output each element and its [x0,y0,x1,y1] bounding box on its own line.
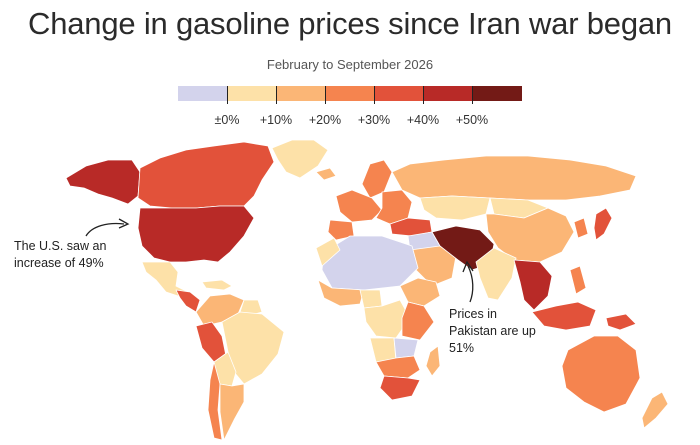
legend-tick-label: +50% [455,113,489,127]
region-korea [573,217,589,239]
annotation-us: The U.S. saw an increase of 49% [14,239,107,270]
legend-swatch-10-20 [276,86,326,101]
legend-tick-label: +40% [406,113,440,127]
region-southeast-asia [513,259,553,311]
region-greenland [271,139,329,179]
legend-swatch-20-30 [325,86,375,101]
legend-tick-label: +10% [259,113,293,127]
annotation-pakistan: Prices in Pakistan are up 51% [449,307,536,355]
region-philippines [569,265,587,295]
region-japan [593,207,613,241]
legend-tick [374,86,375,104]
region-russia [391,155,637,201]
region-zambia [393,337,419,359]
region-usa [137,205,255,263]
region-kazakhstan [419,195,491,221]
region-central-america [175,289,201,313]
chart-subtitle: February to September 2026 [266,57,434,72]
region-peru [195,321,227,363]
region-west-africa [317,279,365,307]
region-argentina [219,383,245,441]
region-new-zealand [641,391,669,429]
region-north-africa [321,235,419,291]
annotation-arrow-pakistan [467,265,474,303]
legend-swatch-40-50 [423,86,473,101]
region-nigeria [359,289,383,309]
legend-tick [423,86,424,104]
legend-tick-label: +20% [308,113,342,127]
region-ethiopia [399,277,441,307]
region-south-africa [379,375,421,401]
legend-swatch-50-plus [472,86,522,101]
chart-title: Change in gasoline prices since Iran war… [28,6,672,41]
legend-tick-label: ±0% [214,113,240,127]
region-australia [561,335,641,413]
region-papua-new-guinea [605,313,637,331]
legend-tick-label: +30% [357,113,391,127]
region-kenya-tanzania [401,301,435,341]
region-india [475,247,517,301]
legend-tick [227,86,228,104]
region-canada [137,141,275,209]
annotation-arrowhead-pakistan [462,260,474,273]
annotation-arrow-us [85,222,125,237]
legend-tick [276,86,277,104]
region-indonesia [531,301,597,331]
region-iberia [327,219,355,241]
region-china [485,207,575,263]
legend-color-bar [178,86,522,101]
region-madagascar [425,345,441,377]
legend-swatch-0-10 [227,86,277,101]
region-western-europe [335,189,383,223]
region-iceland [315,167,337,181]
annotation-arrowhead-us [118,218,130,229]
legend-tick [325,86,326,104]
legend-swatch-30-40 [374,86,424,101]
region-caribbean [201,279,233,291]
region-alaska [65,159,141,205]
world-map [65,139,669,441]
color-legend: ±0% +10% +20% +30% +40% +50% [178,86,522,132]
legend-swatch-negative [178,86,228,101]
legend-tick [472,86,473,104]
region-morocco [315,237,341,267]
